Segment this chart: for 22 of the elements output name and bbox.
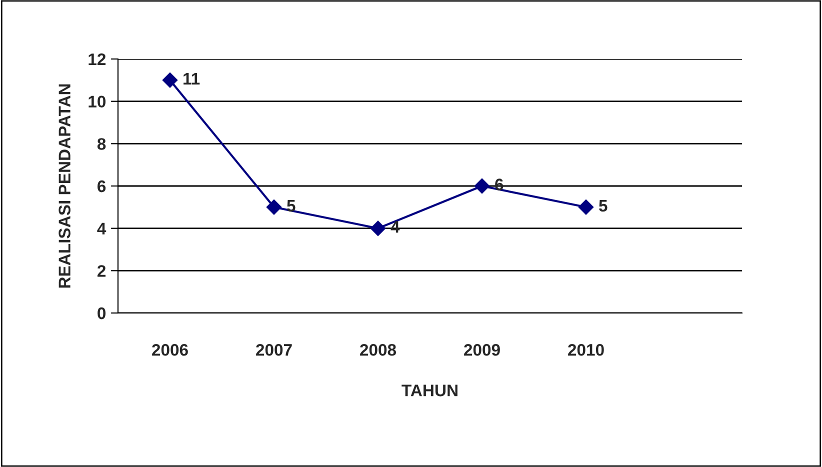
x-tick-label: 2006 xyxy=(152,344,188,356)
point xyxy=(578,200,594,215)
x-tick-label: 2010 xyxy=(568,344,604,356)
y-tick-label: 10 xyxy=(88,96,106,108)
y-axis-title: REALISASI PENDAPATAN xyxy=(58,84,70,288)
point xyxy=(162,72,178,88)
y-tick-label: 12 xyxy=(88,53,106,66)
data-label: 5 xyxy=(599,200,608,212)
x-tick-label: 2009 xyxy=(464,344,500,356)
y-tick-label: 0 xyxy=(98,307,106,320)
point xyxy=(370,220,386,236)
y-tick-label: 8 xyxy=(97,138,106,150)
x-tick-label: 2007 xyxy=(256,344,292,356)
y-tick-label: 2 xyxy=(98,265,106,277)
y-tick-label: 4 xyxy=(97,222,106,234)
x-tick-label: 2008 xyxy=(360,344,396,356)
data-label: 11 xyxy=(184,73,200,84)
y-tick-label: 6 xyxy=(98,180,106,192)
data-label: 5 xyxy=(287,200,296,212)
point xyxy=(266,200,282,215)
x-axis-title: TAHUN xyxy=(402,384,458,396)
point xyxy=(474,178,490,194)
